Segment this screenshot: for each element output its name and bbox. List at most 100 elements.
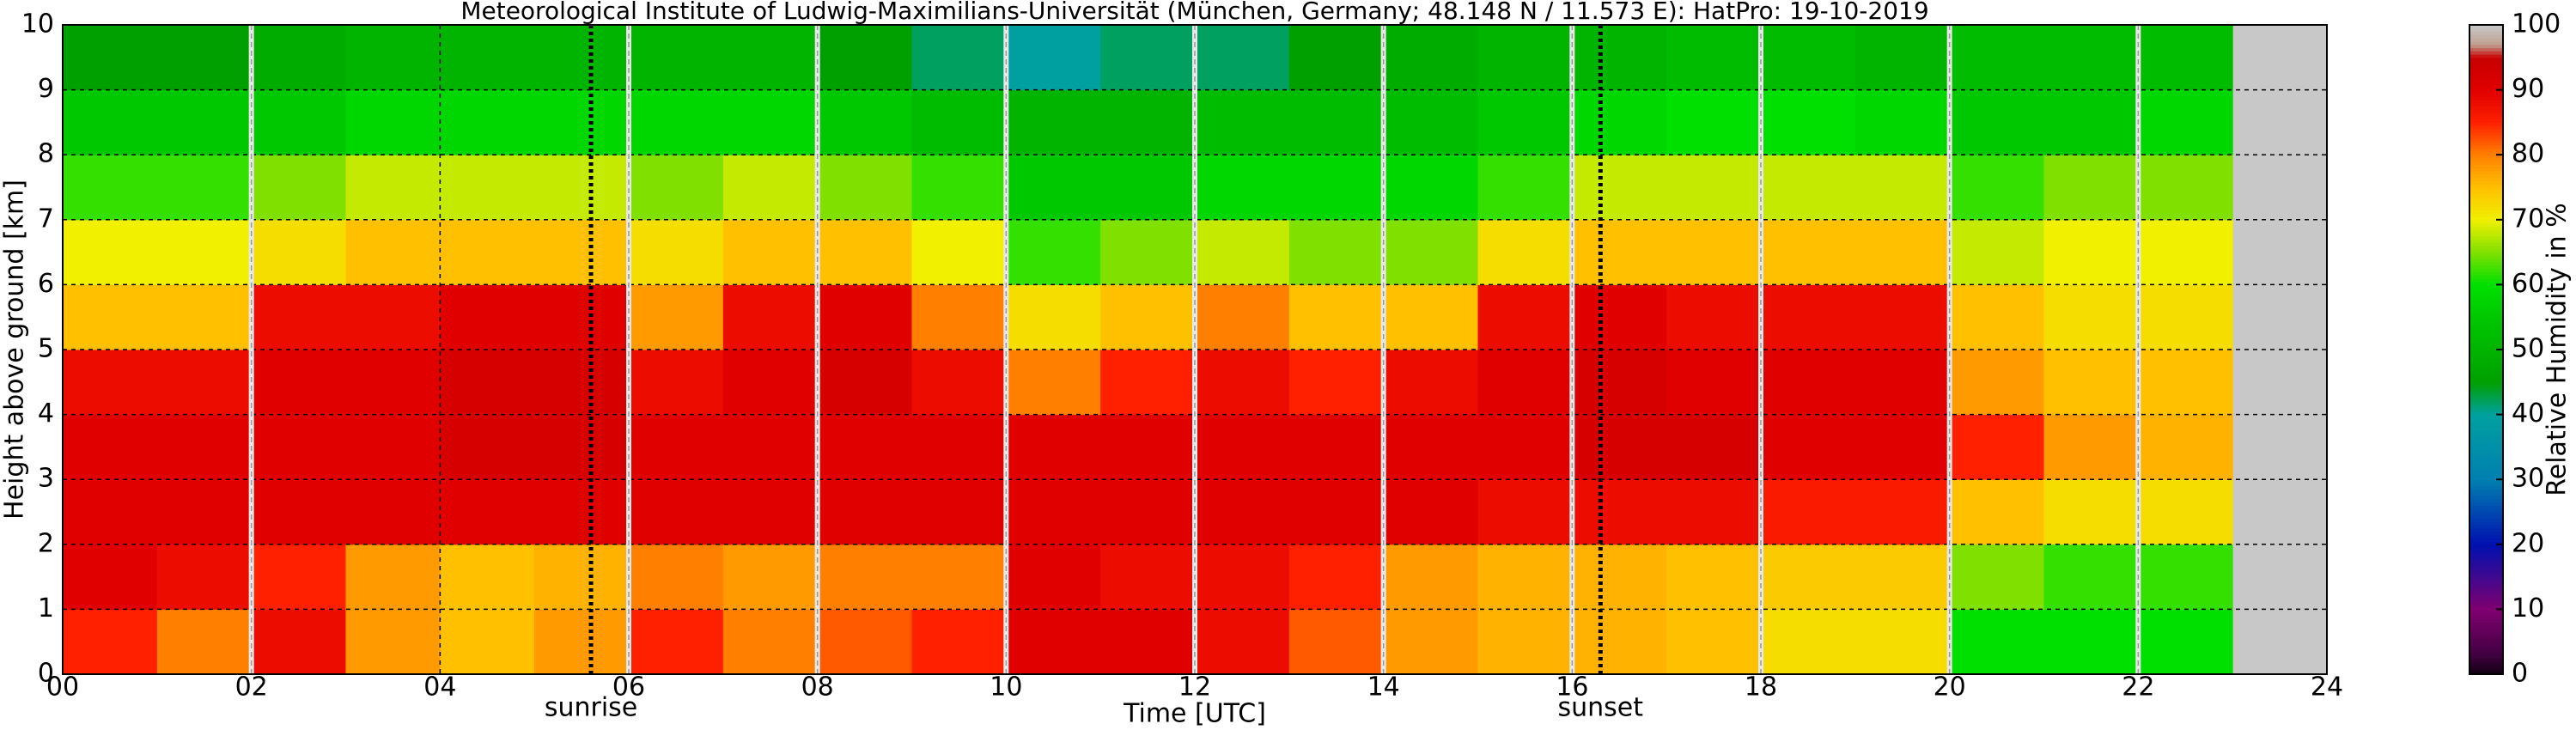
colorbar-swatch (2469, 485, 2503, 490)
heat-cell (1854, 609, 1951, 675)
x-tick-label: 20 (1934, 672, 1966, 703)
heat-cell (1006, 89, 1101, 155)
heat-cell (1195, 25, 1290, 91)
heat-cell (1383, 479, 1478, 545)
heat-cell (1572, 350, 1667, 416)
colorbar-swatch (2469, 411, 2503, 416)
heat-cell (1383, 284, 1478, 350)
heat-cell (629, 479, 724, 545)
heat-cell (534, 479, 630, 545)
heat-cell (440, 544, 535, 610)
x-tick-label: 12 (1178, 672, 1211, 703)
y-axis-label: Height above ground [km] (0, 179, 30, 520)
colorbar-swatch (2469, 417, 2503, 422)
heat-cell (1383, 219, 1478, 285)
heat-cell (1761, 609, 1856, 675)
colorbar-swatch (2469, 521, 2503, 526)
heat-cell (156, 219, 253, 285)
heat-cell (2043, 544, 2139, 610)
colorbar-swatch (2469, 476, 2503, 480)
heat-cell (251, 284, 346, 350)
colorbar-swatch (2469, 96, 2503, 100)
colorbar-swatch (2469, 148, 2503, 153)
colorbar-swatch (2469, 60, 2503, 64)
heat-cell (345, 479, 441, 545)
heat-cell (1006, 25, 1101, 91)
colorbar-swatch (2469, 173, 2503, 179)
colorbar-swatch (2469, 261, 2503, 266)
heat-cell (440, 350, 535, 416)
colorbar-swatch (2469, 534, 2503, 538)
colorbar-swatch (2469, 288, 2503, 292)
heat-cell (1100, 350, 1196, 416)
colorbar-swatch (2469, 638, 2503, 642)
heat-cell (156, 544, 253, 610)
y-tick-label: 7 (38, 204, 54, 234)
colorbar-swatch (2469, 352, 2503, 357)
colorbar-swatch (2469, 671, 2503, 675)
heat-cell (911, 25, 1007, 91)
colorbar-swatch (2469, 538, 2503, 542)
colorbar-swatch (2469, 157, 2503, 162)
heat-cell (911, 219, 1007, 285)
colorbar-swatch (2469, 290, 2503, 295)
colorbar-swatch (2469, 271, 2503, 276)
heat-cell (534, 219, 630, 285)
heat-cell (2043, 414, 2139, 480)
colorbar-swatch (2469, 651, 2503, 655)
colorbar-swatch (2469, 612, 2503, 617)
colorbar-swatch (2469, 106, 2503, 110)
heat-cell (1383, 89, 1478, 155)
heat-cell (1100, 284, 1196, 350)
heat-cell (1100, 544, 1196, 610)
colorbar-swatch (2469, 469, 2503, 474)
heat-cell (911, 414, 1007, 480)
heat-cell (1195, 609, 1290, 675)
colorbar-swatch (2469, 93, 2503, 97)
heat-cell (440, 219, 535, 285)
heat-cell (1100, 479, 1196, 545)
colorbar-tick-label: 0 (2512, 659, 2528, 689)
colorbar-swatch (2469, 333, 2503, 338)
heat-cell (440, 479, 535, 545)
colorbar-swatch (2469, 560, 2503, 565)
heat-cell (722, 544, 819, 610)
x-tick-label: 08 (801, 672, 834, 703)
colorbar-swatch (2469, 113, 2503, 117)
colorbar-swatch (2469, 365, 2503, 370)
heat-cell (251, 25, 346, 91)
heat-cell (156, 284, 253, 350)
colorbar-swatch (2469, 563, 2503, 568)
heat-cell (1006, 479, 1101, 545)
colorbar-swatch (2469, 414, 2503, 418)
colorbar-swatch (2469, 142, 2503, 146)
heat-cell (2138, 544, 2233, 610)
heat-cell (2043, 479, 2139, 545)
colorbar-swatch (2469, 206, 2503, 211)
heat-cell (1949, 350, 2044, 416)
y-tick-label: 9 (38, 74, 54, 104)
colorbar-swatch (2469, 57, 2503, 62)
heat-cell (1854, 544, 1951, 610)
heat-cell (63, 25, 158, 91)
heat-cell (440, 89, 535, 155)
heat-cell (1100, 25, 1196, 91)
x-tick-label: 06 (612, 672, 645, 703)
plot-frame (62, 24, 2328, 675)
heat-cell (1477, 609, 1573, 675)
colorbar-swatch (2469, 44, 2503, 49)
heat-cell (1195, 155, 1290, 221)
colorbar-swatch (2469, 609, 2503, 613)
heat-cell (2138, 284, 2233, 350)
colorbar-swatch (2469, 527, 2503, 532)
colorbar-swatch (2469, 648, 2503, 653)
colorbar-swatch (2469, 644, 2503, 649)
heat-cell (1195, 219, 1290, 285)
heat-cell (345, 350, 441, 416)
colorbar-swatch (2469, 151, 2503, 155)
heat-cell (1195, 479, 1290, 545)
heat-cell (722, 284, 819, 350)
colorbar-swatch (2469, 408, 2503, 412)
colorbar-swatch (2469, 177, 2503, 182)
heat-cell (1854, 25, 1951, 91)
